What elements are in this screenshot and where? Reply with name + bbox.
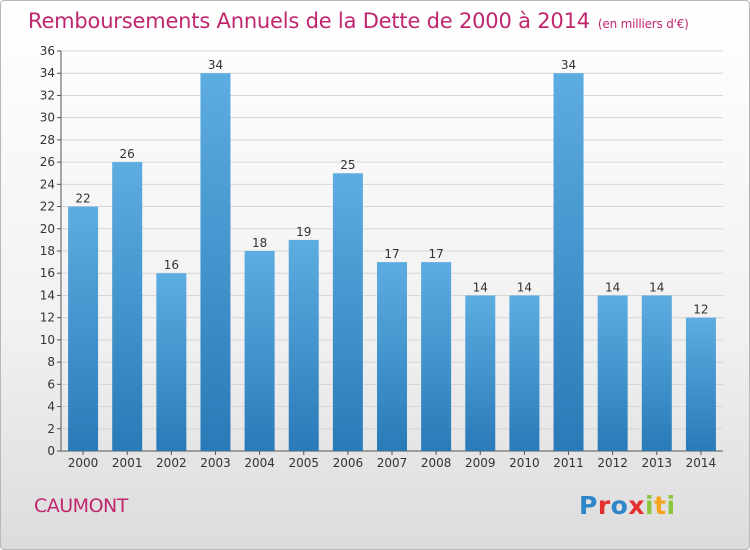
data-labels: 22 26 16 34 18 19 25 17 17 14 14 34 14 14 12 (75, 58, 708, 316)
x-tick-label-2007: 2007 (377, 456, 408, 470)
bar-2001 (112, 162, 143, 451)
y-tick-label: 20 (40, 222, 55, 236)
bar-2010 (509, 295, 540, 451)
bar-2008 (421, 262, 452, 451)
y-tick-label: 18 (40, 244, 55, 258)
y-tick-label: 0 (47, 444, 55, 458)
y-tick-label: 2 (47, 422, 55, 436)
x-tick-label-2008: 2008 (421, 456, 452, 470)
x-tick-label-2006: 2006 (333, 456, 364, 470)
town-name: CAUMONT (34, 495, 128, 517)
bar-2011 (553, 73, 584, 451)
bar-2003 (200, 73, 231, 451)
x-tick-label-2003: 2003 (200, 456, 231, 470)
bar-2006 (332, 173, 363, 451)
data-label-2002: 16 (164, 258, 179, 272)
data-label-2003: 34 (208, 58, 223, 72)
data-label-2010: 14 (517, 280, 532, 294)
data-label-2014: 12 (693, 303, 708, 317)
bar-2007 (377, 262, 407, 451)
x-tick-label-2005: 2005 (288, 456, 319, 470)
y-tick-label: 22 (40, 200, 55, 214)
data-label-2011: 34 (561, 58, 576, 72)
y-tick-label: 8 (47, 355, 55, 369)
bar-2004 (244, 251, 275, 451)
y-tick-label: 34 (40, 66, 55, 80)
x-tick-label-2010: 2010 (509, 456, 540, 470)
y-tick-label: 16 (40, 266, 55, 280)
y-tick-label: 30 (40, 111, 55, 125)
data-label-2004: 18 (252, 236, 267, 250)
data-label-2006: 25 (340, 158, 355, 172)
chart-title: Remboursements Annuels de la Dette de 20… (28, 9, 689, 33)
y-tick-label: 28 (40, 133, 55, 147)
y-tick-label: 36 (40, 44, 55, 58)
data-label-2008: 17 (428, 247, 443, 261)
bar-2009 (465, 295, 496, 451)
x-tick-label-2002: 2002 (156, 456, 187, 470)
bars (68, 73, 716, 451)
data-label-2001: 26 (120, 147, 135, 161)
x-tick-label-2014: 2014 (686, 456, 717, 470)
x-tick-label-2001: 2001 (112, 456, 143, 470)
brand-logo: Proxiti (579, 491, 676, 520)
y-tick-label: 32 (40, 88, 55, 102)
x-tick-labels: 2000 2001 2002 2003 2004 2005 2006 2007 2008 2009… (68, 456, 716, 470)
data-label-2013: 14 (649, 280, 664, 294)
chart-title-text: Remboursements Annuels de la Dette de 20… (28, 9, 590, 33)
x-tick-label-2000: 2000 (68, 456, 99, 470)
data-label-2007: 17 (384, 247, 399, 261)
x-tick-label-2013: 2013 (642, 456, 673, 470)
data-label-2005: 19 (296, 225, 311, 239)
data-label-2000: 22 (75, 192, 90, 206)
y-tick-label: 6 (47, 377, 55, 391)
data-label-2009: 14 (473, 280, 488, 294)
x-tick-label-2009: 2009 (465, 456, 496, 470)
y-tick-label: 12 (40, 311, 55, 325)
bar-2012 (597, 295, 628, 451)
y-tick-label: 14 (40, 288, 55, 302)
y-tick-label: 24 (40, 177, 55, 191)
bar-2014 (685, 317, 716, 451)
bar-2013 (641, 295, 672, 451)
bar-2005 (288, 239, 319, 451)
chart-subtitle: (en milliers d'€) (597, 17, 689, 31)
bar-2002 (156, 273, 187, 451)
y-tick-label: 26 (40, 155, 55, 169)
y-tick-label: 4 (47, 400, 55, 414)
data-label-2012: 14 (605, 280, 620, 294)
y-tick-label: 10 (40, 333, 55, 347)
x-tick-label-2012: 2012 (597, 456, 628, 470)
bar-2000 (68, 206, 99, 451)
x-tick-label-2004: 2004 (244, 456, 275, 470)
x-tick-label-2011: 2011 (553, 456, 584, 470)
